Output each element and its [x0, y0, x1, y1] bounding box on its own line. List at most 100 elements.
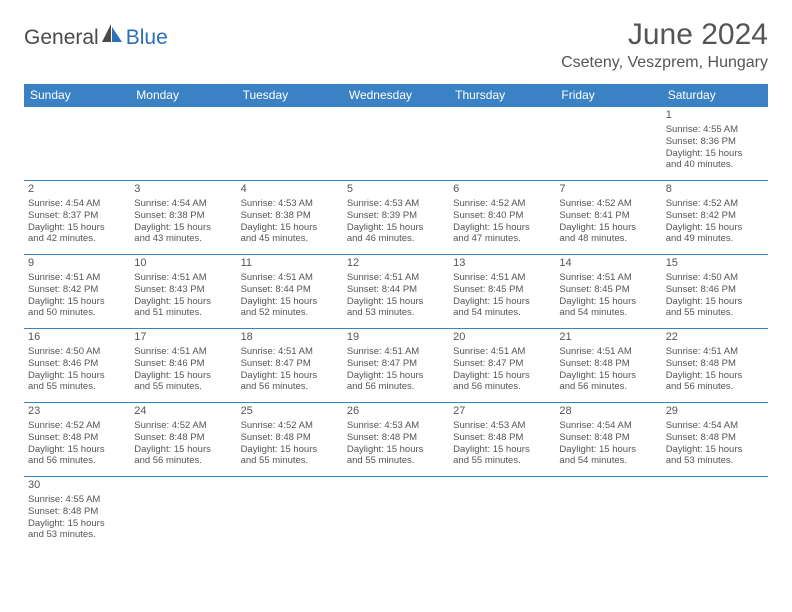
sunset-text: Sunset: 8:48 PM — [559, 358, 657, 370]
daylight-text: and 48 minutes. — [559, 233, 657, 245]
sunset-text: Sunset: 8:46 PM — [666, 284, 764, 296]
sunset-text: Sunset: 8:47 PM — [453, 358, 551, 370]
day-number: 21 — [559, 331, 657, 345]
daylight-text: Daylight: 15 hours — [241, 222, 339, 234]
calendar-cell: 21Sunrise: 4:51 AMSunset: 8:48 PMDayligh… — [555, 329, 661, 403]
sunrise-text: Sunrise: 4:51 AM — [347, 272, 445, 284]
daylight-text: and 55 minutes. — [347, 455, 445, 467]
sunset-text: Sunset: 8:48 PM — [666, 432, 764, 444]
sunrise-text: Sunrise: 4:51 AM — [134, 272, 232, 284]
sunset-text: Sunset: 8:47 PM — [241, 358, 339, 370]
day-number: 14 — [559, 257, 657, 271]
daylight-text: Daylight: 15 hours — [347, 222, 445, 234]
daylight-text: Daylight: 15 hours — [666, 148, 764, 160]
sunset-text: Sunset: 8:48 PM — [666, 358, 764, 370]
sunset-text: Sunset: 8:46 PM — [28, 358, 126, 370]
daylight-text: and 56 minutes. — [347, 381, 445, 393]
daylight-text: Daylight: 15 hours — [453, 444, 551, 456]
sunset-text: Sunset: 8:43 PM — [134, 284, 232, 296]
daylight-text: Daylight: 15 hours — [453, 296, 551, 308]
daylight-text: and 55 minutes. — [453, 455, 551, 467]
day-number: 13 — [453, 257, 551, 271]
calendar-cell — [343, 477, 449, 551]
daylight-text: Daylight: 15 hours — [453, 370, 551, 382]
calendar-cell: 19Sunrise: 4:51 AMSunset: 8:47 PMDayligh… — [343, 329, 449, 403]
page-header: General Blue June 2024 Cseteny, Veszprem… — [24, 18, 768, 72]
calendar-cell: 14Sunrise: 4:51 AMSunset: 8:45 PMDayligh… — [555, 255, 661, 329]
calendar-week-row: 16Sunrise: 4:50 AMSunset: 8:46 PMDayligh… — [24, 329, 768, 403]
sunrise-text: Sunrise: 4:53 AM — [453, 420, 551, 432]
sunset-text: Sunset: 8:41 PM — [559, 210, 657, 222]
daylight-text: Daylight: 15 hours — [134, 296, 232, 308]
calendar-cell — [555, 107, 661, 181]
daylight-text: and 40 minutes. — [666, 159, 764, 171]
sunrise-text: Sunrise: 4:52 AM — [241, 420, 339, 432]
calendar-cell: 2Sunrise: 4:54 AMSunset: 8:37 PMDaylight… — [24, 181, 130, 255]
sunrise-text: Sunrise: 4:51 AM — [347, 346, 445, 358]
sunset-text: Sunset: 8:42 PM — [28, 284, 126, 296]
day-number: 18 — [241, 331, 339, 345]
daylight-text: Daylight: 15 hours — [28, 296, 126, 308]
sunrise-text: Sunrise: 4:53 AM — [347, 420, 445, 432]
daylight-text: Daylight: 15 hours — [666, 296, 764, 308]
daylight-text: Daylight: 15 hours — [241, 296, 339, 308]
calendar-cell: 10Sunrise: 4:51 AMSunset: 8:43 PMDayligh… — [130, 255, 236, 329]
daylight-text: Daylight: 15 hours — [241, 444, 339, 456]
sunrise-text: Sunrise: 4:51 AM — [28, 272, 126, 284]
day-number: 9 — [28, 257, 126, 271]
calendar-cell: 3Sunrise: 4:54 AMSunset: 8:38 PMDaylight… — [130, 181, 236, 255]
daylight-text: and 53 minutes. — [28, 529, 126, 541]
daylight-text: and 45 minutes. — [241, 233, 339, 245]
daylight-text: and 51 minutes. — [134, 307, 232, 319]
daylight-text: Daylight: 15 hours — [134, 444, 232, 456]
day-number: 28 — [559, 405, 657, 419]
daylight-text: Daylight: 15 hours — [559, 444, 657, 456]
calendar-cell: 22Sunrise: 4:51 AMSunset: 8:48 PMDayligh… — [662, 329, 768, 403]
calendar-cell — [555, 477, 661, 551]
sunset-text: Sunset: 8:39 PM — [347, 210, 445, 222]
logo-sail-icon — [102, 24, 124, 42]
day-number: 24 — [134, 405, 232, 419]
daylight-text: Daylight: 15 hours — [347, 370, 445, 382]
day-number: 5 — [347, 183, 445, 197]
calendar-cell: 13Sunrise: 4:51 AMSunset: 8:45 PMDayligh… — [449, 255, 555, 329]
calendar-cell: 24Sunrise: 4:52 AMSunset: 8:48 PMDayligh… — [130, 403, 236, 477]
calendar-cell: 6Sunrise: 4:52 AMSunset: 8:40 PMDaylight… — [449, 181, 555, 255]
daylight-text: and 43 minutes. — [134, 233, 232, 245]
daylight-text: and 53 minutes. — [666, 455, 764, 467]
col-thursday: Thursday — [449, 84, 555, 107]
sunrise-text: Sunrise: 4:51 AM — [453, 272, 551, 284]
sunset-text: Sunset: 8:48 PM — [241, 432, 339, 444]
calendar-week-row: 2Sunrise: 4:54 AMSunset: 8:37 PMDaylight… — [24, 181, 768, 255]
day-number: 8 — [666, 183, 764, 197]
day-number: 3 — [134, 183, 232, 197]
calendar-cell: 8Sunrise: 4:52 AMSunset: 8:42 PMDaylight… — [662, 181, 768, 255]
sunrise-text: Sunrise: 4:54 AM — [134, 198, 232, 210]
calendar-cell: 11Sunrise: 4:51 AMSunset: 8:44 PMDayligh… — [237, 255, 343, 329]
calendar-cell: 25Sunrise: 4:52 AMSunset: 8:48 PMDayligh… — [237, 403, 343, 477]
calendar-cell: 30Sunrise: 4:55 AMSunset: 8:48 PMDayligh… — [24, 477, 130, 551]
daylight-text: Daylight: 15 hours — [241, 370, 339, 382]
daylight-text: and 56 minutes. — [241, 381, 339, 393]
sunrise-text: Sunrise: 4:51 AM — [241, 346, 339, 358]
sunset-text: Sunset: 8:42 PM — [666, 210, 764, 222]
calendar-cell: 4Sunrise: 4:53 AMSunset: 8:38 PMDaylight… — [237, 181, 343, 255]
daylight-text: Daylight: 15 hours — [28, 518, 126, 530]
calendar-cell: 9Sunrise: 4:51 AMSunset: 8:42 PMDaylight… — [24, 255, 130, 329]
day-number: 19 — [347, 331, 445, 345]
day-number: 1 — [666, 109, 764, 123]
sunrise-text: Sunrise: 4:52 AM — [559, 198, 657, 210]
month-title: June 2024 — [561, 18, 768, 52]
daylight-text: and 42 minutes. — [28, 233, 126, 245]
daylight-text: and 47 minutes. — [453, 233, 551, 245]
calendar-table: Sunday Monday Tuesday Wednesday Thursday… — [24, 84, 768, 551]
daylight-text: and 55 minutes. — [28, 381, 126, 393]
calendar-cell: 28Sunrise: 4:54 AMSunset: 8:48 PMDayligh… — [555, 403, 661, 477]
sunset-text: Sunset: 8:44 PM — [241, 284, 339, 296]
daylight-text: and 54 minutes. — [559, 455, 657, 467]
calendar-cell — [237, 107, 343, 181]
sunrise-text: Sunrise: 4:51 AM — [453, 346, 551, 358]
sunset-text: Sunset: 8:48 PM — [559, 432, 657, 444]
calendar-cell — [237, 477, 343, 551]
calendar-cell — [662, 477, 768, 551]
